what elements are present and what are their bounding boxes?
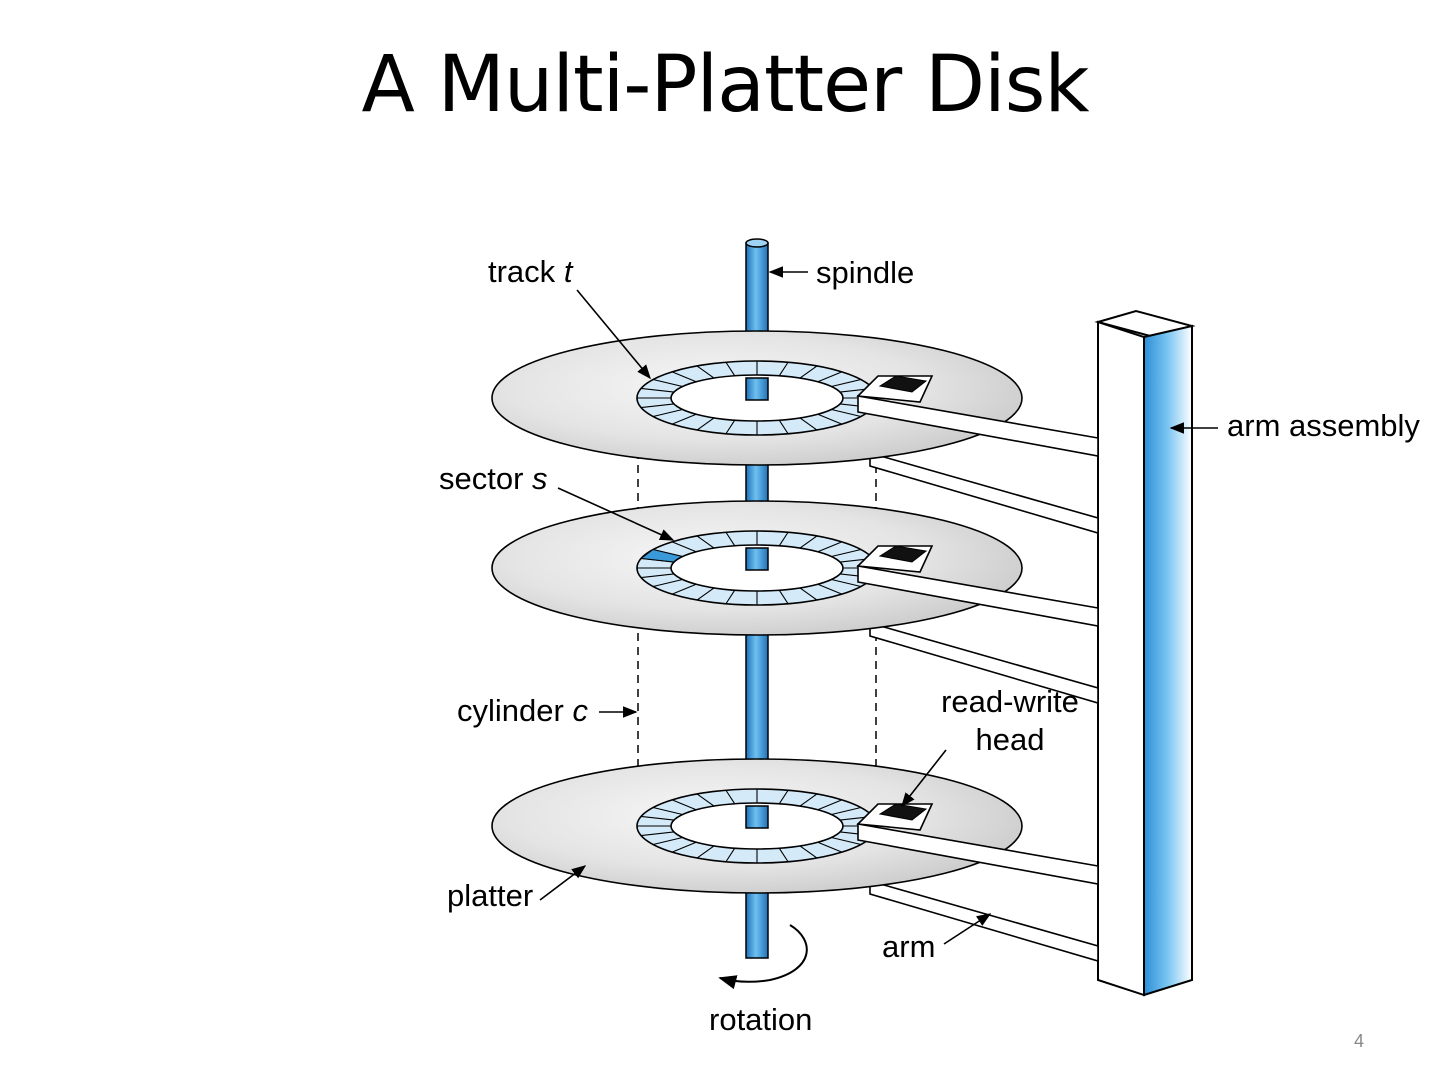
sector-divider xyxy=(817,799,843,811)
sector-divider xyxy=(725,789,736,805)
sector-divider xyxy=(799,587,818,601)
sector-divider xyxy=(652,378,683,388)
spindle-top xyxy=(745,238,769,248)
sector-divider xyxy=(799,365,818,379)
sector-divider xyxy=(641,815,674,821)
sector-divider xyxy=(799,417,818,431)
arm-leader xyxy=(943,913,992,945)
cylinder-label: cylinder c xyxy=(457,693,588,728)
sector-leader xyxy=(557,487,675,541)
leader-lines xyxy=(539,266,1218,945)
page-number: 4 xyxy=(1353,1031,1364,1051)
platter xyxy=(491,500,1099,705)
spindle-segment xyxy=(745,377,769,401)
sector-divider xyxy=(696,793,715,807)
sector-divider xyxy=(641,403,674,409)
arm-assembly xyxy=(1094,309,1196,997)
sector-divider xyxy=(671,413,697,425)
sector-divider xyxy=(671,541,697,553)
arm-upper xyxy=(857,823,1099,885)
sector-divider xyxy=(696,587,715,601)
track-label: track t xyxy=(488,254,574,289)
sector-divider xyxy=(831,578,862,588)
platters-group xyxy=(491,238,1099,963)
sector-divider xyxy=(652,408,683,418)
arm-label: arm xyxy=(882,929,935,964)
spindle-segment xyxy=(745,805,769,829)
sector-divider xyxy=(641,573,674,579)
sector-divider xyxy=(725,419,736,435)
rotation-label: rotation xyxy=(709,1002,812,1037)
arm-upper xyxy=(857,395,1099,457)
read-write-head xyxy=(878,803,928,821)
sector-divider xyxy=(817,371,843,383)
sector-divider xyxy=(778,531,789,547)
read-write-head xyxy=(878,375,928,393)
sector-divider xyxy=(671,799,697,811)
spindle-segment xyxy=(745,891,769,959)
sector-divider xyxy=(831,378,862,388)
sector-divider xyxy=(652,836,683,846)
sector-divider xyxy=(831,408,862,418)
arm-assembly-label: arm assembly xyxy=(1227,408,1420,443)
sector-divider xyxy=(778,789,789,805)
sector-divider xyxy=(652,806,683,816)
sector-divider xyxy=(817,583,843,595)
platter xyxy=(491,758,1099,963)
sector-divider xyxy=(831,806,862,816)
sector-divider xyxy=(778,589,789,605)
sector-divider xyxy=(817,841,843,853)
sector-divider xyxy=(641,831,674,837)
sector-divider xyxy=(799,535,818,549)
platter-label: platter xyxy=(447,878,533,913)
sector-divider xyxy=(671,841,697,853)
sector-divider xyxy=(725,531,736,547)
sector-divider xyxy=(817,413,843,425)
sector-divider xyxy=(831,548,862,558)
sector-divider xyxy=(799,793,818,807)
sector-divider xyxy=(799,845,818,859)
sector-divider xyxy=(778,419,789,435)
sector-divider xyxy=(725,361,736,377)
read-write-head-label-line1: read-write xyxy=(941,684,1079,719)
sector-divider xyxy=(696,845,715,859)
spindle-segment xyxy=(745,547,769,571)
sector-divider xyxy=(778,847,789,863)
sector-divider xyxy=(817,541,843,553)
sector-divider xyxy=(831,836,862,846)
slide-title: A Multi-Platter Disk xyxy=(361,40,1089,130)
sector-divider xyxy=(696,535,715,549)
sector-divider xyxy=(652,578,683,588)
track-leader xyxy=(576,289,651,380)
platter-leader xyxy=(539,865,587,901)
sector-divider xyxy=(696,365,715,379)
sector-label: sector s xyxy=(439,461,548,496)
sector-divider xyxy=(778,361,789,377)
arm-lower xyxy=(869,621,1099,705)
sector-divider xyxy=(641,387,674,393)
platter xyxy=(491,330,1099,535)
spindle-label: spindle xyxy=(816,255,914,290)
rotation-arrow xyxy=(718,924,808,990)
sector-divider xyxy=(671,583,697,595)
sector-divider xyxy=(696,417,715,431)
sector-divider xyxy=(725,589,736,605)
arm-lower xyxy=(869,451,1099,535)
head-leader xyxy=(901,749,947,808)
arm-upper xyxy=(857,565,1099,627)
read-write-head xyxy=(878,545,928,563)
sector-divider xyxy=(671,371,697,383)
read-write-head-label-line2: head xyxy=(976,722,1045,757)
sector-divider xyxy=(725,847,736,863)
